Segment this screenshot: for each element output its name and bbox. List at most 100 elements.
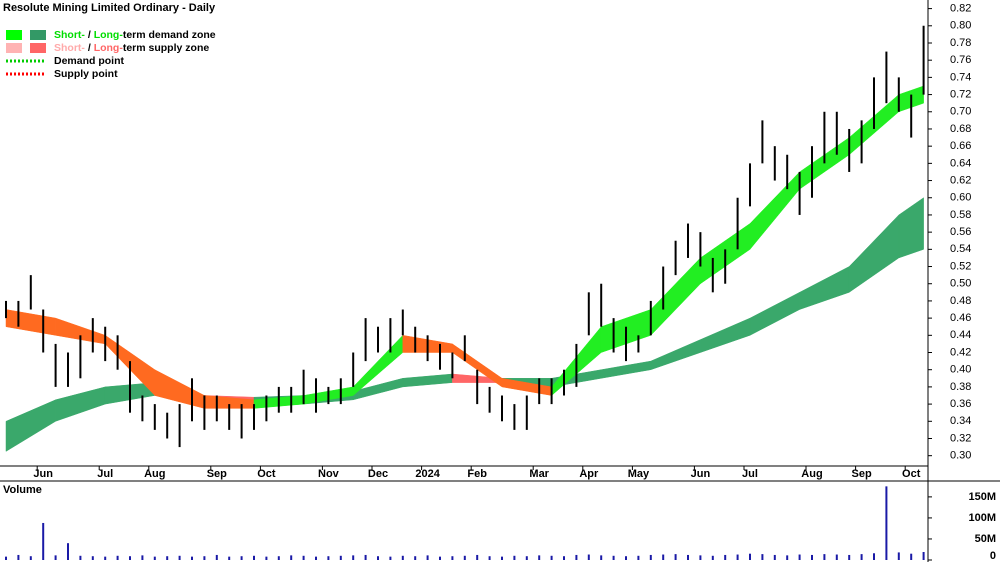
x-tick-label: Dec <box>368 468 388 480</box>
volume-bar <box>848 554 851 560</box>
legend-label: Short- / Long-term supply zone <box>54 42 209 54</box>
y-tick-label: 0.68 <box>950 123 971 135</box>
volume-bar <box>525 556 528 560</box>
volume-bar <box>897 552 900 560</box>
volume-bar <box>389 556 392 560</box>
legend-label-part: / <box>85 42 94 54</box>
y-tick-label: 0.80 <box>950 20 971 32</box>
x-tick-label: Apr <box>579 468 599 480</box>
volume-bar <box>736 554 739 560</box>
y-tick-label: 0 <box>990 550 996 562</box>
volume-bar <box>463 555 466 560</box>
volume-bar <box>439 556 441 560</box>
x-tick-label: Jul <box>97 468 113 480</box>
y-tick-label: 0.66 <box>950 140 971 152</box>
y-tick-label: 0.74 <box>950 71 971 83</box>
volume-bar <box>724 554 727 560</box>
x-tick-label: Aug <box>144 468 165 480</box>
x-tick-label: May <box>628 468 650 480</box>
volume-bar <box>191 556 193 560</box>
volume-bar <box>587 554 590 560</box>
volume-bar <box>476 554 479 560</box>
volume-bar <box>215 554 218 560</box>
legend-swatch <box>6 43 22 53</box>
volume-bar <box>228 556 231 560</box>
volume-bar <box>426 555 429 560</box>
volume-bar <box>637 555 640 560</box>
panel-title: Volume <box>3 484 42 496</box>
volume-bar <box>451 556 454 560</box>
volume-bar <box>17 554 20 560</box>
volume-bar <box>674 554 677 560</box>
volume-bar <box>922 552 925 560</box>
volume-bar <box>600 555 603 560</box>
legend-swatch <box>6 30 22 40</box>
y-tick-label: 0.46 <box>950 312 971 324</box>
volume-bar <box>116 555 119 560</box>
y-tick-label: 0.76 <box>950 54 971 66</box>
y-tick-label: 0.60 <box>950 192 971 204</box>
volume-bar <box>315 556 317 560</box>
zone-segment <box>650 339 701 371</box>
x-tick-label: 2024 <box>415 468 440 480</box>
x-tick-label: Sep <box>852 468 872 480</box>
volume-bar <box>612 555 615 560</box>
x-tick-label: Nov <box>318 468 340 480</box>
volume-bar <box>203 556 206 560</box>
volume-bar <box>42 522 45 560</box>
legend-label-part: Supply point <box>54 68 118 80</box>
x-tick-label: Jul <box>742 468 758 480</box>
y-tick-label: 0.34 <box>950 415 971 427</box>
y-tick-label: 0.50 <box>950 278 971 290</box>
volume-bar <box>662 554 665 560</box>
legend-swatch <box>30 43 46 53</box>
volume-bar <box>811 554 813 560</box>
volume-bar <box>54 555 57 560</box>
volume-bar <box>265 556 268 560</box>
zone-segment <box>898 197 924 259</box>
x-tick-label: Oct <box>902 468 921 480</box>
zone-segment <box>5 399 56 452</box>
zone-segment <box>5 309 56 336</box>
volume-bar <box>129 556 131 560</box>
volume-bar <box>649 554 652 560</box>
volume-bar <box>302 555 305 560</box>
zone-segment <box>55 386 106 422</box>
legend-label-part: term demand zone <box>123 29 216 41</box>
y-tick-label: 0.82 <box>950 3 971 15</box>
volume-bar <box>761 554 764 560</box>
volume-bar <box>873 553 875 560</box>
volume-bar <box>29 556 32 560</box>
x-tick-label: Mar <box>529 468 549 480</box>
y-tick-label: 0.54 <box>950 243 971 255</box>
y-tick-label: 0.56 <box>950 226 971 238</box>
volume-bar <box>5 556 7 560</box>
volume-bar <box>339 555 342 560</box>
volume-bar <box>687 554 689 560</box>
y-tick-label: 0.72 <box>950 88 971 100</box>
legend-label: Supply point <box>54 68 118 80</box>
volume-bar <box>401 555 404 560</box>
volume-bar <box>290 555 293 560</box>
volume-bar <box>178 555 181 560</box>
volume-bar <box>563 556 565 560</box>
zone-segment <box>749 171 800 251</box>
x-tick-label: Jun <box>33 468 53 480</box>
zone-segment <box>749 291 800 336</box>
volume-bar <box>699 555 702 560</box>
volume-bar <box>104 556 107 560</box>
volume-bar <box>240 556 243 560</box>
y-tick-label: 0.52 <box>950 260 971 272</box>
volume-bar <box>67 543 69 560</box>
y-tick-label: 100M <box>968 512 996 524</box>
x-tick-label: Feb <box>467 468 487 480</box>
volume-bar <box>625 556 627 560</box>
volume-bar <box>352 555 355 560</box>
volume-bar <box>153 556 156 560</box>
volume-bar <box>550 555 553 560</box>
volume-bar <box>513 555 516 560</box>
y-tick-label: 0.32 <box>950 432 971 444</box>
volume-bar <box>327 556 330 560</box>
volume-bar <box>277 556 280 560</box>
volume-bar <box>860 554 863 560</box>
